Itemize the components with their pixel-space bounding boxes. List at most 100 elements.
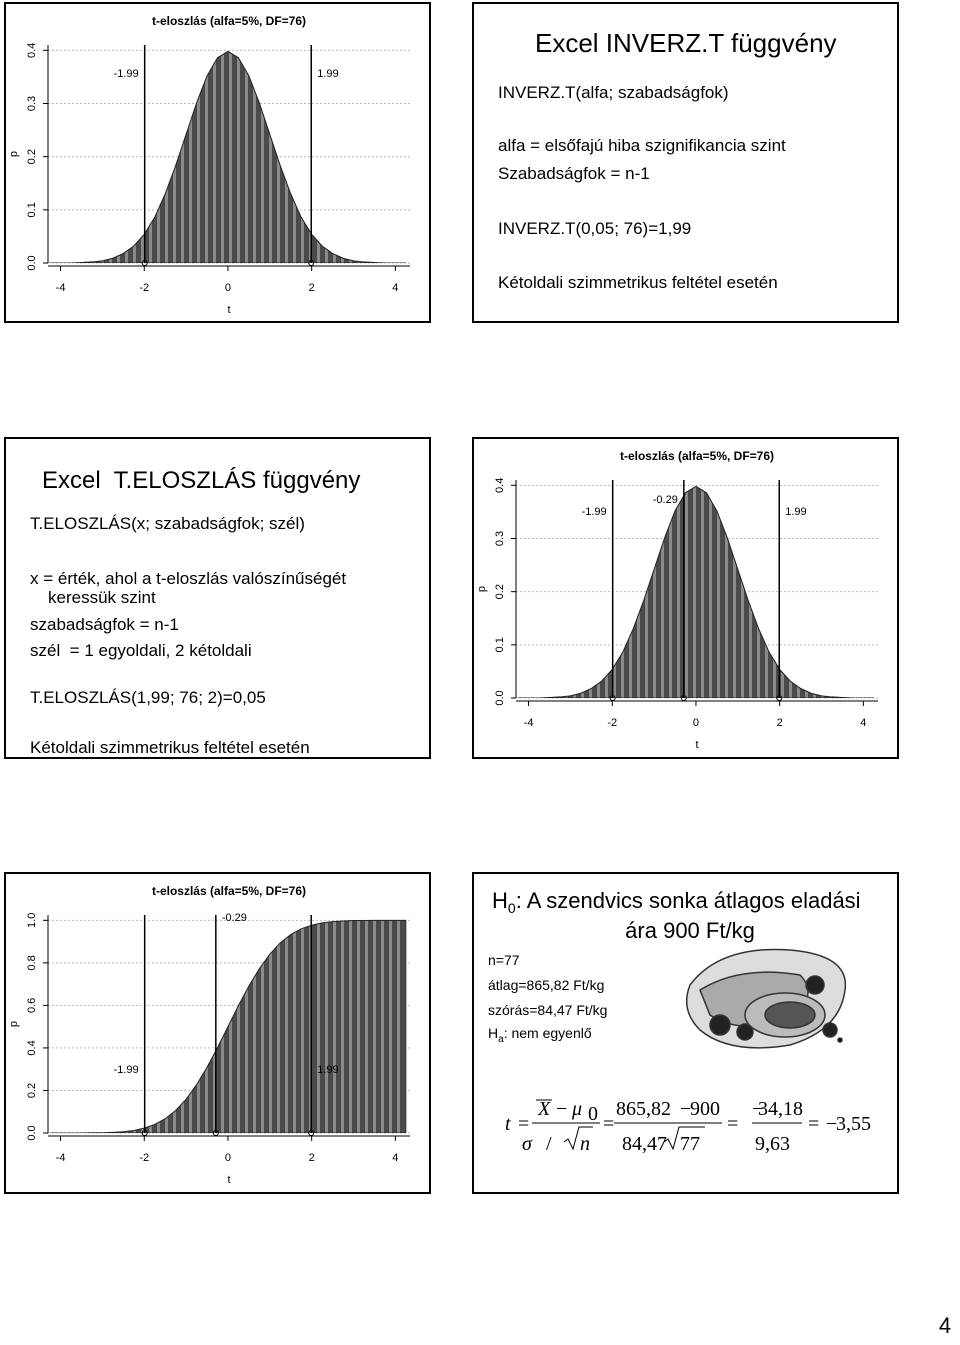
x-tick-label: -2 (139, 282, 149, 294)
y-axis-label: p (8, 1021, 20, 1027)
critical-label: -0.29 (653, 494, 678, 506)
hypothesis-cont: ára 900 Ft/kg (625, 918, 755, 943)
x-tick-label: 0 (225, 282, 231, 294)
x-tick-label: 0 (225, 1152, 231, 1164)
critical-marker (308, 1130, 315, 1136)
area (50, 50, 406, 263)
equation-token: − (826, 1113, 837, 1135)
critical-marker (680, 695, 687, 701)
line: szabadságfok = n-1 (30, 615, 179, 634)
critical-label: -0.29 (222, 912, 247, 924)
x-tick-label: -4 (524, 717, 534, 729)
equation-token: − (680, 1098, 691, 1120)
y-tick-label: 0.0 (494, 690, 506, 705)
chart-title: t-eloszlás (alfa=5%, DF=76) (152, 14, 306, 28)
y-axis-label: p (8, 151, 20, 157)
equation-token: 0 (588, 1103, 598, 1125)
x-tick-label: 4 (860, 717, 866, 729)
line: Szabadságfok = n-1 (498, 164, 650, 183)
y-tick-label: 0.1 (26, 202, 38, 217)
x-tick-label: 4 (392, 282, 398, 294)
equation-token: 77 (680, 1133, 700, 1155)
slide-frames (4, 2, 899, 1194)
line: keressük szint (48, 588, 156, 607)
line: átlag=865,82 Ft/kg (488, 977, 604, 993)
y-tick-label: 0.4 (26, 43, 38, 58)
y-tick-label: 1.0 (26, 913, 38, 928)
page-number: 4 (939, 1313, 951, 1338)
y-tick-label: 0.6 (26, 998, 38, 1013)
chart-title: t-eloszlás (alfa=5%, DF=76) (620, 449, 774, 463)
line: INVERZ.T(alfa; szabadságfok) (498, 83, 729, 102)
critical-marker (141, 260, 148, 266)
x-tick-label: 2 (777, 717, 783, 729)
x-tick-label: 4 (392, 1152, 398, 1164)
line: INVERZ.T(0,05; 76)=1,99 (498, 219, 691, 238)
y-tick-label: 0.4 (26, 1040, 38, 1055)
y-tick-label: 0.3 (26, 96, 38, 111)
x-tick-label: 0 (693, 717, 699, 729)
h-text: : nem egyenlő (504, 1025, 592, 1041)
area (518, 485, 874, 698)
y-tick-label: 0.2 (494, 584, 506, 599)
equation-token: = (603, 1113, 614, 1135)
x-tick-label: 2 (309, 1152, 315, 1164)
equation-token: 900 (690, 1098, 720, 1120)
y-tick-label: 0.4 (494, 478, 506, 493)
line: n=77 (488, 952, 520, 968)
equation-token: 34,18 (758, 1098, 803, 1120)
equation-token: μ (571, 1098, 582, 1120)
area (50, 919, 407, 1133)
equation-token: σ (522, 1133, 533, 1155)
critical-label: 1.99 (317, 1064, 338, 1076)
equation-token: 865,82 (616, 1098, 671, 1120)
line: Kétoldali szimmetrikus feltétel esetén (498, 273, 778, 292)
slide-title: Excel INVERZ.T függvény (535, 28, 837, 58)
x-tick-label: -4 (56, 282, 66, 294)
x-axis-label: t (227, 1174, 230, 1186)
y-tick-label: 0.2 (26, 1083, 38, 1098)
equation-token: 9,63 (755, 1133, 790, 1155)
sandwich-image (685, 948, 847, 1049)
h-sub: 0 (508, 900, 516, 916)
equation-token: − (752, 1098, 763, 1120)
line: Kétoldali szimmetrikus feltétel esetén (30, 738, 310, 757)
equation-token: n (580, 1133, 590, 1155)
h-sub: a (498, 1034, 504, 1045)
critical-label: 1.99 (317, 68, 338, 80)
y-tick-label: 0.0 (26, 255, 38, 270)
equation-token: X (537, 1098, 551, 1120)
y-tick-label: 0.1 (494, 637, 506, 652)
critical-label: -1.99 (582, 506, 607, 518)
critical-label: 1.99 (785, 506, 806, 518)
line: szórás=84,47 Ft/kg (488, 1002, 607, 1018)
x-tick-label: -2 (607, 717, 617, 729)
equation-token: 3,55 (836, 1113, 871, 1135)
equation-token: = (727, 1113, 738, 1135)
equation-token: 84,47 (622, 1133, 667, 1155)
line: alfa = elsőfajú hiba szignifikancia szin… (498, 136, 786, 155)
equation-token: = (518, 1113, 529, 1135)
h-letter: H (492, 888, 508, 913)
h-text: : A szendvics sonka átlagos eladási (516, 888, 861, 913)
x-axis-label: t (227, 304, 230, 316)
critical-marker (609, 695, 616, 701)
chart-title: t-eloszlás (alfa=5%, DF=76) (152, 884, 306, 898)
critical-marker (141, 1130, 148, 1136)
x-tick-label: -2 (139, 1152, 149, 1164)
x-axis-label: t (695, 739, 698, 751)
equation-token: − (556, 1098, 567, 1120)
alt-hypothesis: Ha: nem egyenlő (488, 1025, 592, 1045)
h-letter: H (488, 1025, 498, 1041)
slide-title: Excel T.ELOSZLÁS függvény (42, 467, 360, 494)
critical-marker (212, 1130, 219, 1136)
equation-token: t (505, 1113, 511, 1135)
x-tick-label: 2 (309, 282, 315, 294)
line: T.ELOSZLÁS(1,99; 76; 2)=0,05 (30, 688, 266, 707)
y-axis-label: p (476, 586, 488, 592)
equation-token: / (546, 1133, 552, 1155)
line: x = érték, ahol a t-eloszlás valószínűsé… (30, 569, 346, 588)
y-tick-label: 0.2 (26, 149, 38, 164)
line: szél = 1 egyoldali, 2 kétoldali (30, 641, 252, 660)
